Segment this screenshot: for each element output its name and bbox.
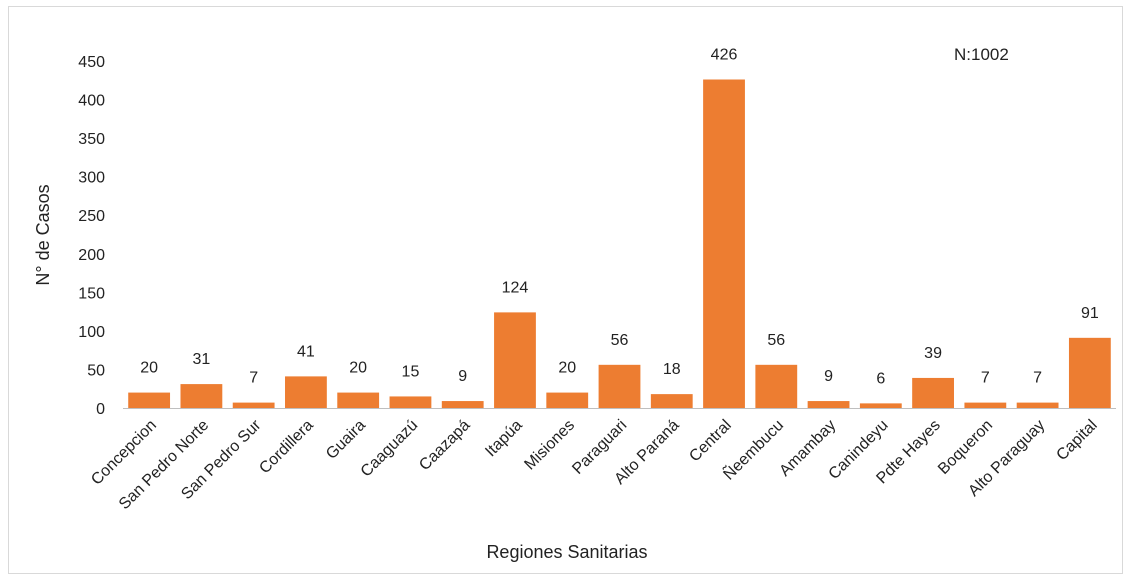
x-tick-label: Itapúa: [482, 417, 526, 461]
y-tick-label: 300: [78, 170, 105, 187]
bar: [1068, 337, 1111, 408]
bar-value-label: 20: [558, 360, 576, 377]
bar-value-label: 426: [711, 47, 738, 64]
bar-value-label: 56: [767, 332, 785, 349]
y-tick-label: 250: [78, 208, 105, 225]
bar-value-label: 31: [192, 351, 210, 368]
x-tick-label: Guaira: [323, 417, 369, 463]
x-tick-label: San Pedro Norte: [116, 417, 212, 513]
bar-chart: 0 50 100 150 200 250 300 350 400 450 20 31 7 41 20 15 9…: [33, 45, 1116, 562]
y-tick-label: 450: [78, 54, 105, 71]
bar: [232, 402, 275, 408]
y-tick-label: 350: [78, 131, 105, 148]
y-tick-label: 150: [78, 285, 105, 302]
chart-frame: 0 50 100 150 200 250 300 350 400 450 20 31 7 41 20 15 9…: [8, 6, 1123, 574]
bar: [285, 376, 327, 408]
bar: [1016, 402, 1059, 408]
bars: [128, 79, 1111, 409]
x-axis-title: Regiones Sanitarias: [486, 542, 647, 562]
bar: [703, 79, 745, 409]
y-tick-label: 100: [78, 324, 105, 341]
bar: [964, 402, 1007, 408]
bar: [546, 392, 589, 408]
bar-value-label: 7: [1033, 370, 1042, 387]
bar-value-label: 18: [663, 361, 681, 378]
x-tick-label: Central: [686, 417, 734, 465]
bar: [180, 384, 223, 408]
bar: [859, 403, 902, 408]
bar-value-label: 20: [140, 360, 158, 377]
bar-value-label: 9: [824, 368, 833, 385]
x-tick-label: Cordillera: [256, 417, 317, 478]
bar: [128, 392, 171, 408]
y-tick-label: 50: [87, 362, 105, 379]
bar-value-label: 9: [458, 368, 467, 385]
x-tick-label: Caaguazú: [358, 417, 422, 481]
y-axis-ticks: 0 50 100 150 200 250 300 350 400 450: [78, 54, 105, 418]
bar-value-label: 124: [502, 279, 529, 296]
y-tick-label: 0: [96, 401, 105, 418]
bar: [807, 401, 850, 408]
bar-value-label: 91: [1081, 305, 1099, 322]
y-tick-label: 200: [78, 247, 105, 264]
bar: [389, 396, 432, 408]
bar: [912, 377, 954, 408]
bar-value-label: 56: [611, 332, 629, 349]
bar-value-label: 15: [402, 363, 420, 380]
bar: [650, 394, 693, 408]
y-tick-label: 400: [78, 93, 105, 110]
bar-value-label: 20: [349, 360, 367, 377]
data-labels: 20 31 7 41 20 15 9 124 20 56 18 426 56 9 6 39 7 7 91: [140, 47, 1099, 388]
x-tick-label: Caazapá: [416, 417, 473, 474]
x-tick-label: Capital: [1053, 417, 1100, 464]
bar: [755, 364, 798, 408]
bar-value-label: 39: [924, 345, 942, 362]
bar-value-label: 41: [297, 343, 315, 360]
bar: [494, 312, 536, 408]
bar-value-label: 6: [876, 370, 885, 387]
bar-value-label: 7: [981, 370, 990, 387]
bar: [598, 364, 641, 408]
y-axis-title: N° de Casos: [33, 184, 53, 285]
bar-value-label: 7: [249, 370, 258, 387]
bar: [337, 392, 380, 408]
sample-size-annotation: N:1002: [954, 45, 1009, 64]
bar: [441, 401, 484, 408]
